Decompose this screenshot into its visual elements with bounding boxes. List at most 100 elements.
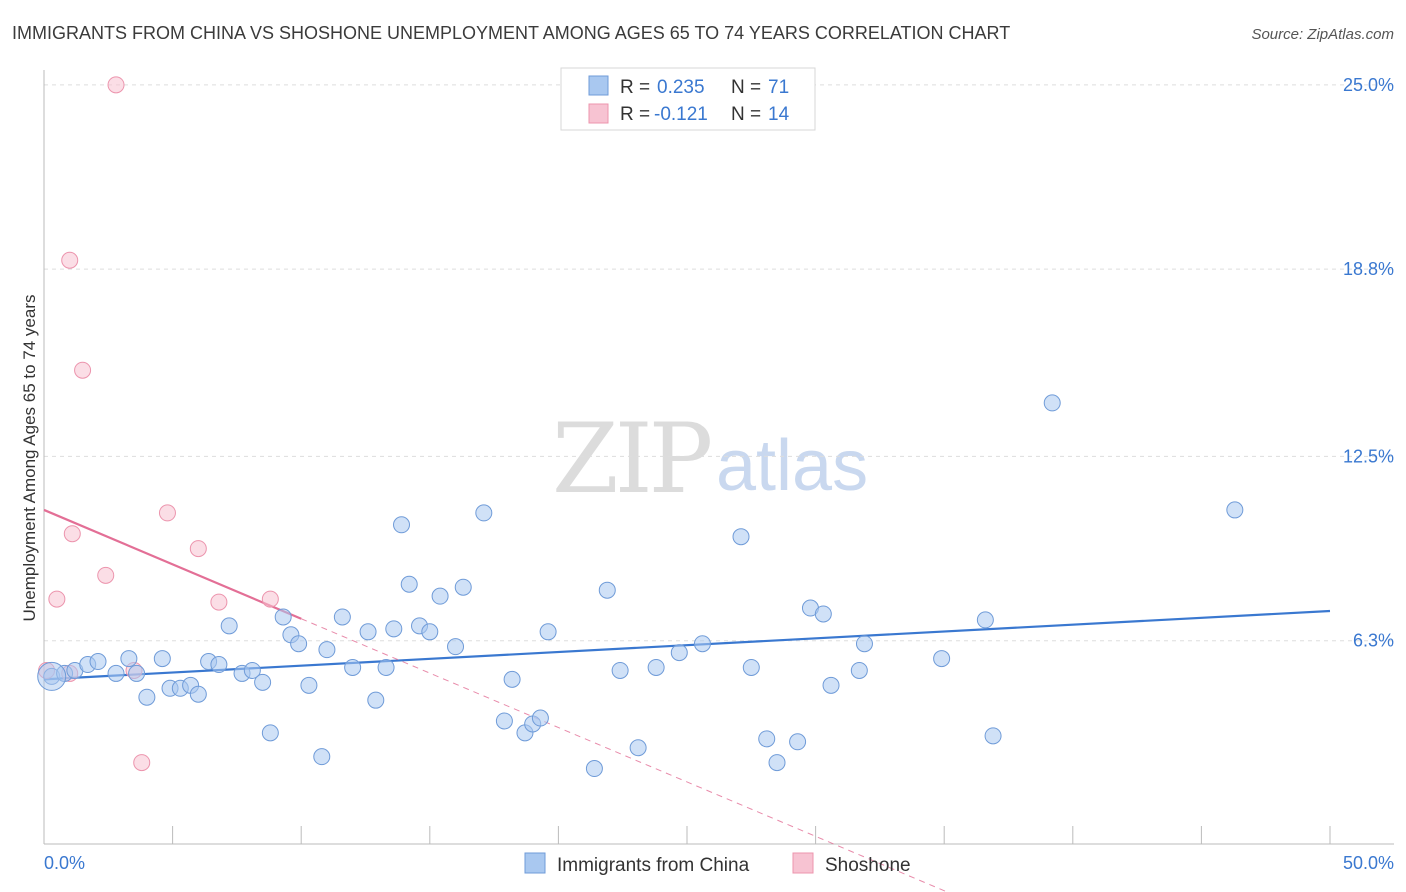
y-tick-label-0: 6.3%	[1353, 631, 1394, 651]
watermark: ZIP atlas	[552, 403, 868, 515]
y-axis-title: Unemployment Among Ages 65 to 74 years	[20, 295, 39, 622]
point-china-36	[421, 623, 439, 641]
y-tick-label-2: 18.8%	[1343, 259, 1394, 279]
point-shoshone-1	[48, 590, 66, 608]
y-tick-label-3: 25.0%	[1343, 75, 1394, 95]
point-china-53	[693, 635, 711, 653]
point-shoshone-2	[61, 251, 79, 269]
point-china-48	[598, 581, 616, 599]
data-points	[37, 76, 1244, 778]
point-china-24	[300, 676, 318, 694]
point-china-29	[359, 623, 377, 641]
point-china-large	[37, 661, 67, 691]
point-china-21	[274, 608, 292, 626]
stats-legend: R = 0.235 N = 71 R = -0.121 N = 14	[560, 67, 816, 131]
point-china-50	[629, 739, 647, 757]
chart-title: IMMIGRANTS FROM CHINA VS SHOSHONE UNEMPL…	[12, 23, 1010, 43]
point-china-30	[367, 691, 385, 709]
point-china-42	[503, 670, 521, 688]
watermark-zip: ZIP	[552, 403, 711, 515]
chart-source: Source: ZipAtlas.com	[1251, 26, 1394, 43]
watermark-atlas: atlas	[716, 426, 868, 506]
point-china-28	[344, 658, 362, 676]
y-axis-ticks: 6.3% 12.5% 18.8% 25.0%	[1343, 75, 1394, 651]
point-china-46	[539, 623, 557, 641]
point-china-61	[822, 676, 840, 694]
point-china-67	[1043, 394, 1061, 412]
point-china-33	[393, 516, 411, 534]
x-tick-label-max: 50.0%	[1343, 853, 1394, 873]
point-china-5	[107, 664, 125, 682]
point-china-8	[138, 688, 156, 706]
point-china-56	[758, 730, 776, 748]
series-legend: Immigrants from China Shoshone	[524, 852, 911, 876]
point-china-31	[377, 658, 395, 676]
point-shoshone-10	[189, 540, 207, 558]
axes	[43, 70, 1394, 845]
grid	[44, 84, 1394, 642]
point-china-60	[814, 605, 832, 623]
trend-line-dashed-1	[301, 618, 949, 892]
x-tick-label-min: 0.0%	[44, 853, 85, 873]
stats-legend-n-label-china: N =	[731, 77, 761, 98]
point-china-32	[385, 620, 403, 638]
point-china-34	[400, 575, 418, 593]
stats-legend-r-value-china: 0.235	[657, 77, 705, 98]
trend-line-solid-1	[43, 508, 302, 620]
point-china-18	[243, 661, 261, 679]
point-china-15	[210, 656, 228, 674]
point-china-39	[454, 578, 472, 596]
point-china-52	[670, 644, 688, 662]
point-china-66	[984, 727, 1002, 745]
stats-legend-r-value-shoshone: -0.121	[654, 104, 708, 125]
point-china-38	[447, 638, 465, 656]
stats-legend-swatch-shoshone	[588, 103, 609, 124]
point-china-54	[732, 528, 750, 546]
point-china-16	[220, 617, 238, 635]
legend-swatch-shoshone	[792, 852, 814, 874]
point-shoshone-4	[74, 361, 92, 379]
point-china-23	[290, 635, 308, 653]
legend-label-shoshone: Shoshone	[825, 855, 911, 876]
point-shoshone-6	[107, 76, 125, 94]
point-china-27	[333, 608, 351, 626]
point-shoshone-12	[261, 590, 279, 608]
point-china-51	[647, 658, 665, 676]
stats-legend-r-label-china: R =	[620, 77, 650, 98]
stats-legend-n-label-shoshone: N =	[731, 104, 761, 125]
point-china-47	[585, 760, 603, 778]
point-china-26	[318, 641, 336, 659]
legend-label-china: Immigrants from China	[557, 855, 750, 876]
point-china-57	[768, 754, 786, 772]
point-china-65	[976, 611, 994, 629]
point-china-4	[89, 653, 107, 671]
stats-legend-swatch-china	[588, 75, 609, 96]
y-tick-label-1: 12.5%	[1343, 446, 1394, 466]
stats-legend-n-value-shoshone: 14	[768, 104, 790, 125]
point-shoshone-8	[133, 754, 151, 772]
point-china-37	[431, 587, 449, 605]
point-china-68	[1226, 501, 1244, 519]
point-china-6	[120, 650, 138, 668]
point-shoshone-5	[97, 566, 115, 584]
point-china-64	[933, 650, 951, 668]
point-shoshone-9	[158, 504, 176, 522]
point-china-40	[475, 504, 493, 522]
point-china-13	[189, 685, 207, 703]
point-china-7	[128, 664, 146, 682]
point-china-55	[742, 658, 760, 676]
legend-swatch-china	[524, 852, 546, 874]
point-china-19	[254, 673, 272, 691]
point-china-25	[313, 748, 331, 766]
point-china-20	[261, 724, 279, 742]
point-china-45	[531, 709, 549, 727]
point-china-62	[850, 661, 868, 679]
point-shoshone-3	[63, 525, 81, 543]
point-china-58	[789, 733, 807, 751]
point-china-9	[153, 650, 171, 668]
stats-legend-n-value-china: 71	[768, 77, 789, 98]
stats-legend-r-label-shoshone: R =	[620, 104, 650, 125]
point-china-49	[611, 661, 629, 679]
point-china-41	[495, 712, 513, 730]
